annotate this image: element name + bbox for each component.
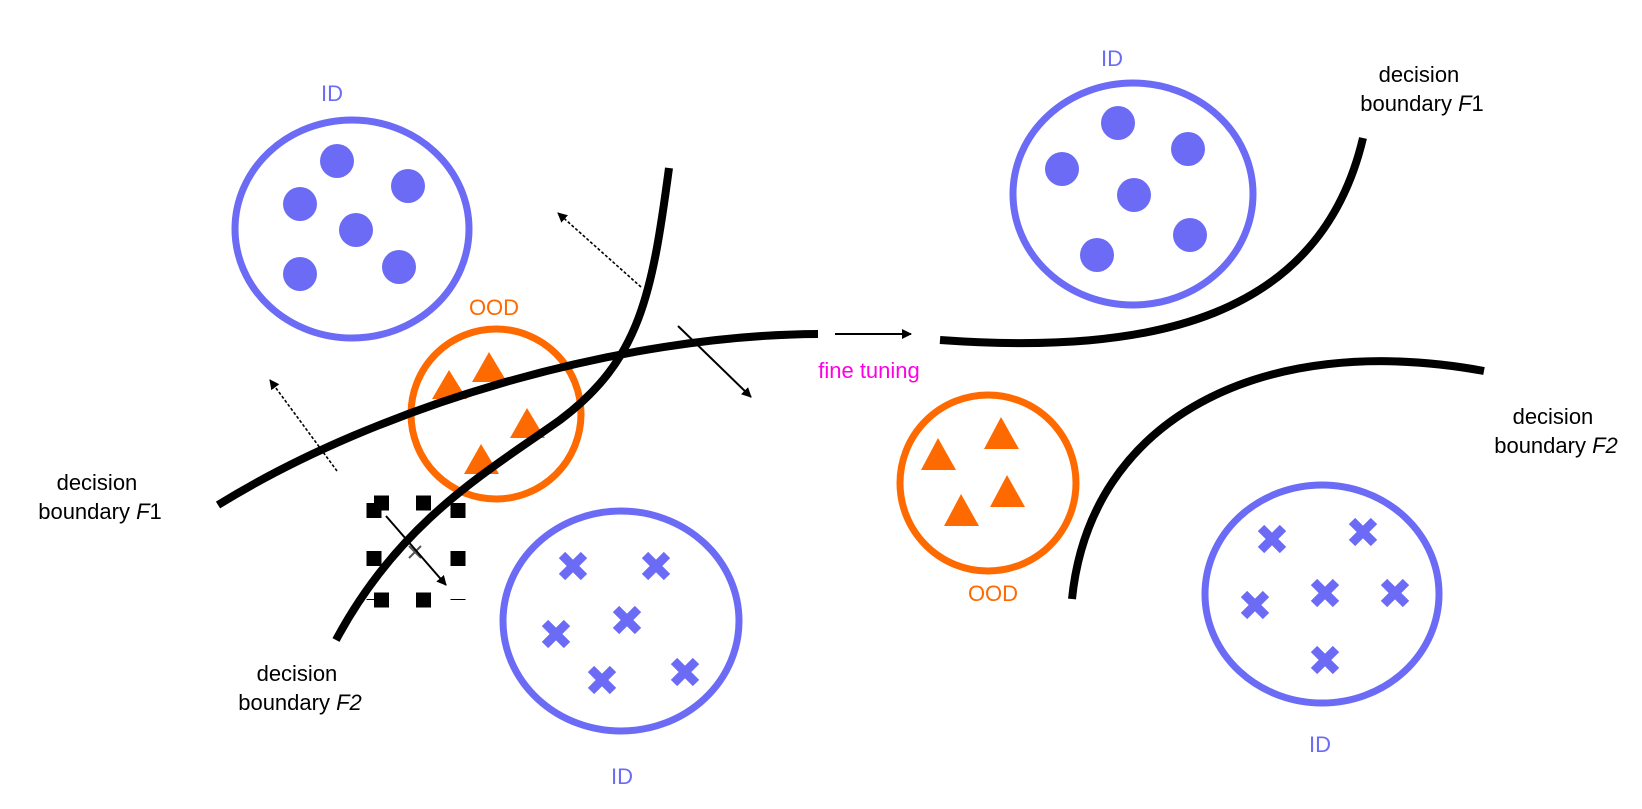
- right-ood-cluster: OOD: [896, 391, 1080, 606]
- left-boundary-f1-label: decision boundary F1: [38, 470, 162, 524]
- ood-sample-triangle: [990, 475, 1025, 507]
- right-boundary-f1-label: decision boundary F1: [1360, 62, 1484, 116]
- left-id-bottom-ring: [499, 507, 743, 735]
- selection-box-center-mark: [408, 545, 422, 559]
- left-id-cluster-bottom: ID: [499, 507, 743, 789]
- right-boundary-f2-label-line1: decision: [1513, 404, 1594, 429]
- id-sample-cross: [1310, 645, 1340, 675]
- right-boundary-f2-label: decision boundary F2: [1494, 404, 1618, 458]
- id-sample-cross: [641, 551, 671, 581]
- right-id-top-label: ID: [1101, 46, 1123, 71]
- left-ood-cluster: OOD: [407, 295, 585, 503]
- id-sample-circle: [391, 169, 425, 203]
- right-boundary-f1-label-suffix: 1: [1472, 91, 1484, 116]
- ood-sample-triangle: [944, 494, 979, 526]
- id-sample-cross: [1310, 578, 1340, 608]
- id-sample-circle: [283, 257, 317, 291]
- right-boundary-f1-label-var: F: [1458, 91, 1473, 116]
- right-ood-ring: [896, 391, 1080, 575]
- arrow-f2-shift-up: [557, 212, 642, 288]
- left-boundary-f1-label-line2: boundary F1: [38, 499, 162, 524]
- right-ood-label: OOD: [968, 581, 1018, 606]
- id-sample-cross: [587, 665, 617, 695]
- selection-box: [366, 495, 466, 608]
- left-boundary-f1-label-suffix: 1: [150, 499, 162, 524]
- id-sample-circle: [382, 250, 416, 284]
- left-boundary-f2-label-line1: decision: [257, 661, 338, 686]
- right-id-cluster-bottom: ID: [1201, 481, 1443, 757]
- arrow-f2-shift-down: [385, 515, 447, 586]
- fine-tuning-transition: fine tuning: [818, 329, 920, 383]
- id-sample-circle: [1080, 238, 1114, 272]
- right-boundary-f1-label-line1: decision: [1379, 62, 1460, 87]
- left-boundary-f2-label-prefix: boundary: [238, 690, 336, 715]
- id-sample-circle: [320, 144, 354, 178]
- right-boundary-f2: [1068, 357, 1485, 600]
- right-id-bottom-label: ID: [1309, 732, 1331, 757]
- fine-tuning-label: fine tuning: [818, 358, 920, 383]
- right-panel: ID OOD ID: [896, 46, 1618, 757]
- ood-sample-triangle: [510, 408, 545, 438]
- left-boundary-f2-label-line2: boundary F2: [238, 690, 362, 715]
- right-boundary-f2-label-var: F2: [1592, 433, 1618, 458]
- left-boundary-f2: [332, 167, 673, 642]
- ood-sample-triangle: [432, 370, 467, 399]
- id-sample-cross: [1240, 590, 1270, 620]
- id-sample-circle: [1117, 178, 1151, 212]
- arrow-f1-shift-up: [269, 379, 338, 472]
- id-sample-circle: [1101, 106, 1135, 140]
- right-id-bottom-ring: [1201, 481, 1443, 707]
- right-boundary-f1-label-prefix: boundary: [1360, 91, 1458, 116]
- left-boundary-f1-label-line1: decision: [57, 470, 138, 495]
- left-panel: ID OOD ID: [38, 81, 819, 789]
- right-id-cluster-top: ID: [1009, 46, 1257, 309]
- left-boundary-f1-label-var: F: [136, 499, 151, 524]
- arrow-f1-shift-down: [677, 325, 752, 398]
- id-sample-circle: [1045, 152, 1079, 186]
- id-sample-cross: [1257, 524, 1287, 554]
- id-sample-circle: [339, 213, 373, 247]
- ood-sample-triangle: [921, 438, 956, 470]
- id-sample-cross: [558, 551, 588, 581]
- id-sample-circle: [1173, 218, 1207, 252]
- id-sample-circle: [1171, 132, 1205, 166]
- left-id-cluster-top: ID: [231, 81, 473, 342]
- right-boundary-f2-label-prefix: boundary: [1494, 433, 1592, 458]
- left-boundary-f2-label: decision boundary F2: [238, 661, 362, 715]
- right-id-top-ring: [1009, 79, 1257, 309]
- right-boundary-f2-label-line2: boundary F2: [1494, 433, 1618, 458]
- id-sample-cross: [670, 657, 700, 687]
- left-ood-label: OOD: [469, 295, 519, 320]
- left-boundary-f1-label-prefix: boundary: [38, 499, 136, 524]
- left-boundary-f1: [215, 330, 819, 509]
- right-boundary-f1: [939, 137, 1367, 348]
- id-sample-cross: [541, 619, 571, 649]
- ood-sample-triangle: [472, 352, 507, 382]
- id-sample-cross: [1380, 578, 1410, 608]
- left-id-top-ring: [231, 116, 473, 342]
- left-id-bottom-label: ID: [611, 764, 633, 789]
- left-boundary-f2-label-var: F2: [336, 690, 362, 715]
- left-id-top-label: ID: [321, 81, 343, 106]
- ood-sample-triangle: [984, 417, 1019, 449]
- id-sample-cross: [1348, 517, 1378, 547]
- id-sample-cross: [612, 605, 642, 635]
- id-sample-circle: [283, 187, 317, 221]
- right-boundary-f1-label-line2: boundary F1: [1360, 91, 1484, 116]
